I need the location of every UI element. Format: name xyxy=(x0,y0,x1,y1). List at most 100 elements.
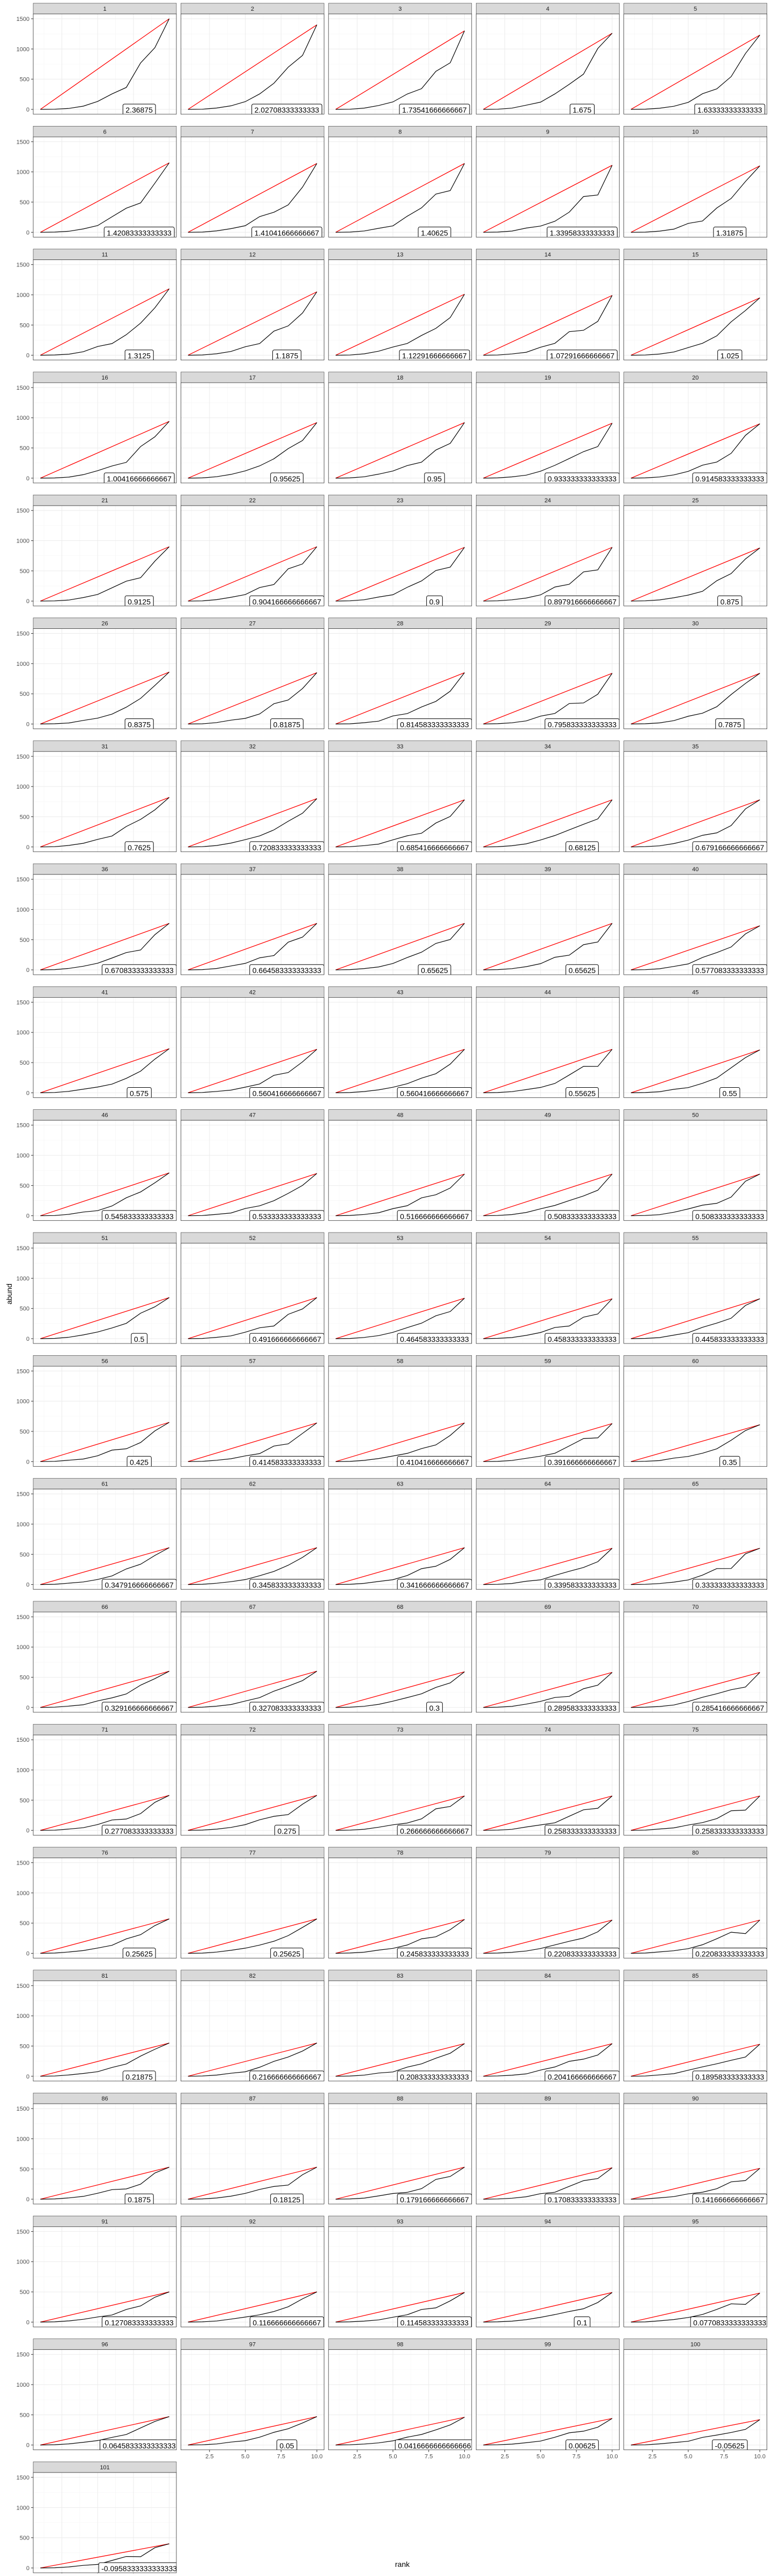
observed-line xyxy=(40,1172,169,1216)
facet-panel-43: 43 0.560416666666667 xyxy=(328,986,472,1098)
reference-line xyxy=(335,1919,465,1954)
reference-line xyxy=(483,799,613,848)
facet-panel-82: 82 0.216666666666667 xyxy=(180,1970,324,2082)
y-tick-label: 500 xyxy=(20,2535,29,2542)
facet-panel-14: 14 1.07291666666667 xyxy=(476,249,620,361)
observed-line xyxy=(336,2292,465,2322)
y-tick-label: 0 xyxy=(26,353,29,359)
panel-border xyxy=(180,1980,324,2082)
y-axis-title: abund xyxy=(5,1283,13,1304)
annotation-label: 0.95625 xyxy=(273,474,301,483)
annotation-label: 0.00625 xyxy=(568,2441,596,2450)
panel-border xyxy=(328,1243,472,1344)
facet-panel-21: 21 0.9125 0 500 1000 1500 xyxy=(17,494,177,606)
observed-line xyxy=(40,1297,169,1339)
y-tick-label: 1500 xyxy=(17,2106,29,2112)
y-tick-label: 500 xyxy=(20,2166,29,2173)
observed-line xyxy=(336,1795,465,1831)
facet-panel-85: 85 0.189583333333333 xyxy=(623,1970,767,2082)
panel-border xyxy=(33,1120,177,1221)
annotation-label: 0.0645833333333333 xyxy=(102,2441,175,2450)
reference-line xyxy=(188,1049,317,1094)
annotation-label-box xyxy=(270,2193,303,2204)
observed-line xyxy=(188,1049,317,1093)
annotation-label-box xyxy=(272,350,302,360)
annotation-label: 0.685416666666667 xyxy=(400,843,469,852)
annotation-label-box xyxy=(546,350,618,360)
annotation-label: 0.141666666666667 xyxy=(695,2195,764,2204)
y-tick-label: 0 xyxy=(26,2319,29,2326)
observed-line xyxy=(188,1918,317,1954)
y-tick-label: 500 xyxy=(20,937,29,944)
reference-line xyxy=(188,291,317,356)
reference-line xyxy=(483,1174,613,1216)
facet-panel-92: 92 0.116666666666667 xyxy=(180,2216,324,2327)
annotation-label-box xyxy=(251,103,323,114)
facet-strip-label: 25 xyxy=(692,498,699,504)
annotation-label: 1.025 xyxy=(721,352,739,360)
annotation-label-box xyxy=(249,1456,324,1467)
annotation-label: 0.116666666666667 xyxy=(253,2319,321,2327)
facet-panel-13: 13 1.12291666666667 xyxy=(328,249,472,361)
observed-line xyxy=(336,2417,465,2446)
reference-line xyxy=(630,2292,760,2323)
facet-strip-label: 10 xyxy=(692,129,699,135)
annotation-label: 0.1 xyxy=(577,2319,588,2327)
panel-border xyxy=(33,1489,177,1590)
annotation-label: 0.25625 xyxy=(273,1950,301,1958)
y-tick-label: 500 xyxy=(20,1920,29,1927)
facet-strip-label: 35 xyxy=(692,744,699,750)
panel-border xyxy=(623,628,767,729)
facet-strip-label: 99 xyxy=(545,2342,551,2348)
panel-border xyxy=(180,997,324,1098)
annotation-label: 0.464583333333333 xyxy=(400,1335,469,1343)
x-tick-label: 10.0 xyxy=(311,2454,322,2460)
reference-line xyxy=(188,1795,317,1831)
facet-strip-label: 42 xyxy=(249,989,256,996)
annotation-label-box xyxy=(692,1824,767,1836)
panel-border xyxy=(328,2103,472,2204)
facet-panel-76: 76 0.25625 0 500 1000 1500 xyxy=(17,1847,177,1958)
annotation-label: 0.208333333333333 xyxy=(400,2073,469,2081)
facet-panel-69: 69 0.289583333333333 xyxy=(476,1601,620,1713)
panel-border xyxy=(476,1858,620,1958)
facet-panel-23: 230.9 xyxy=(328,494,472,606)
facet-panel-25: 25 0.875 xyxy=(623,494,767,606)
annotation-label: 0.933333333333333 xyxy=(548,474,617,483)
facet-strip-label: 56 xyxy=(101,1358,108,1364)
facet-strip-label: 89 xyxy=(545,2096,551,2102)
observed-line xyxy=(630,1049,760,1093)
annotation-label: 1.33958333333333 xyxy=(550,228,614,237)
facet-strip-label: 27 xyxy=(249,621,256,627)
y-tick-label: 1000 xyxy=(17,46,29,53)
panel-border xyxy=(328,1734,472,1836)
facet-strip-label: 81 xyxy=(101,1973,108,1979)
observed-line xyxy=(40,18,170,110)
annotation-label: 0.8375 xyxy=(128,721,151,729)
annotation-label: 0.333333333333333 xyxy=(695,1581,764,1590)
observed-line xyxy=(630,925,760,970)
panel-border xyxy=(623,874,767,975)
annotation-label: 0.127083333333333 xyxy=(105,2319,174,2327)
reference-line xyxy=(630,1919,760,1954)
facet-panel-72: 72 0.275 xyxy=(180,1724,324,1836)
annotation-label-box xyxy=(719,1456,740,1467)
facet-panel-77: 77 0.25625 xyxy=(180,1847,324,1958)
facet-panel-40: 40 0.577083333333333 xyxy=(623,863,767,975)
facet-strip-label: 48 xyxy=(397,1112,403,1119)
facet-panel-89: 89 0.170833333333333 xyxy=(476,2092,620,2204)
y-tick-label: 1000 xyxy=(17,1275,29,1282)
facet-strip-label: 12 xyxy=(249,252,256,258)
observed-line xyxy=(630,1548,760,1585)
observed-line xyxy=(188,923,317,970)
facet-panel-100: 100 -0.05625 2.5 5.0 7.5 10.0 xyxy=(623,2339,767,2460)
observed-line xyxy=(336,294,465,356)
y-tick-label: 500 xyxy=(20,2043,29,2050)
observed-line xyxy=(630,2292,760,2322)
facet-strip-label: 60 xyxy=(692,1358,699,1364)
observed-line xyxy=(188,672,317,725)
y-tick-label: 1500 xyxy=(17,2229,29,2235)
annotation-label-box xyxy=(270,1948,303,1958)
panel-border xyxy=(476,2226,620,2327)
panel-border xyxy=(476,997,620,1098)
